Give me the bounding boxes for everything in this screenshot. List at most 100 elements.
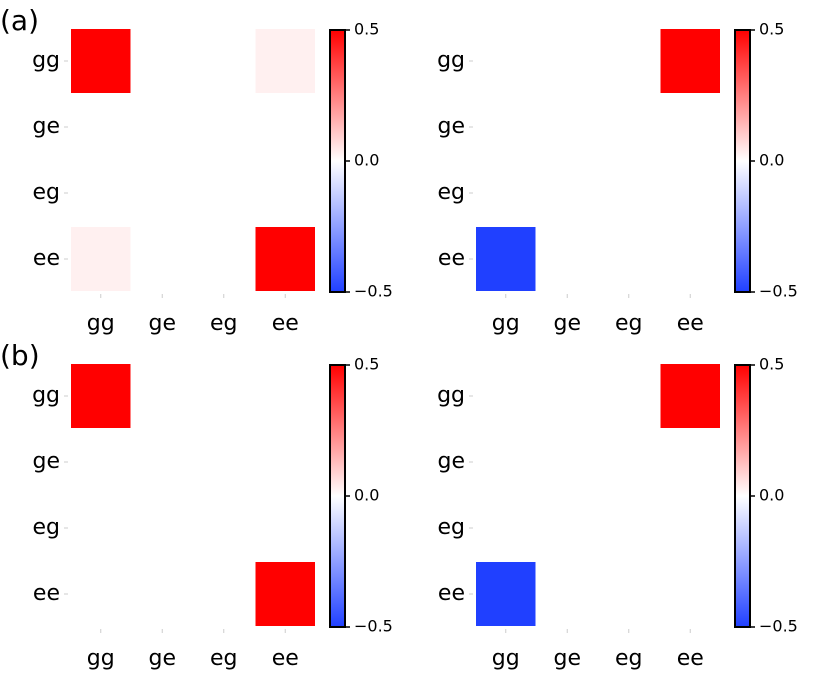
cell <box>255 29 315 93</box>
x-tick-label: eg <box>615 646 643 671</box>
cell <box>71 496 131 560</box>
cell <box>255 430 315 494</box>
cell <box>660 562 720 626</box>
cell <box>660 95 720 159</box>
cell <box>599 227 659 291</box>
cell <box>660 364 720 428</box>
y-tick-label: eg <box>438 180 466 205</box>
cell <box>255 161 315 225</box>
cell <box>194 29 254 93</box>
cell <box>476 29 536 93</box>
cell <box>194 562 254 626</box>
cell <box>194 227 254 291</box>
x-tick-label: gg <box>492 646 520 671</box>
panel-label: (b) <box>0 339 40 372</box>
cell <box>255 496 315 560</box>
x-tick-label: eg <box>615 311 643 336</box>
x-tick-label: ee <box>272 646 299 671</box>
cell <box>476 562 536 626</box>
cell <box>71 95 131 159</box>
cell <box>537 161 597 225</box>
cell <box>476 227 536 291</box>
x-tick-label: eg <box>210 311 238 336</box>
colorbar <box>329 29 346 293</box>
cell <box>194 430 254 494</box>
colorbar <box>734 29 751 293</box>
colorbar-tick-label: 0.0 <box>759 151 784 170</box>
cell <box>255 95 315 159</box>
x-tick-label: ge <box>554 311 582 336</box>
colorbar-tick-label: 0.0 <box>354 486 379 505</box>
cell <box>599 430 659 494</box>
cell <box>537 430 597 494</box>
panel-label: (a) <box>0 4 39 37</box>
cell <box>194 161 254 225</box>
cell <box>71 430 131 494</box>
colorbar <box>734 364 751 628</box>
cell <box>476 161 536 225</box>
colorbar-tick-label: 0.0 <box>354 151 379 170</box>
y-tick-label: eg <box>33 180 61 205</box>
cell <box>599 496 659 560</box>
cell <box>599 562 659 626</box>
y-tick-label: ge <box>33 114 61 139</box>
y-tick-label: gg <box>437 48 465 73</box>
cell <box>132 95 192 159</box>
cell <box>660 430 720 494</box>
x-tick-label: eg <box>210 646 238 671</box>
y-tick-label: ee <box>438 581 465 606</box>
y-tick-label: ge <box>438 114 466 139</box>
cell <box>537 95 597 159</box>
cell <box>599 95 659 159</box>
cell <box>132 430 192 494</box>
cell <box>132 562 192 626</box>
x-tick-label: ge <box>149 646 177 671</box>
cell <box>194 364 254 428</box>
cell <box>599 364 659 428</box>
colorbar-tick-label: −0.5 <box>759 282 798 301</box>
colorbar-tick-label: −0.5 <box>354 282 393 301</box>
cell <box>476 430 536 494</box>
colorbar-tick-label: 0.5 <box>354 20 379 39</box>
cell <box>660 496 720 560</box>
cell <box>132 29 192 93</box>
y-tick-label: ee <box>33 246 60 271</box>
colorbar-tick-label: 0.5 <box>759 20 784 39</box>
y-tick-label: ge <box>438 449 466 474</box>
colorbar-tick-label: 0.5 <box>759 355 784 374</box>
cell <box>660 29 720 93</box>
cell <box>660 161 720 225</box>
cell <box>132 496 192 560</box>
y-tick-label: gg <box>32 383 60 408</box>
cell <box>71 227 131 291</box>
cell <box>537 364 597 428</box>
cell <box>71 161 131 225</box>
y-tick-label: gg <box>437 383 465 408</box>
cell <box>537 496 597 560</box>
x-tick-label: ee <box>272 311 299 336</box>
cell <box>132 227 192 291</box>
colorbar-tick-label: 0.0 <box>759 486 784 505</box>
colorbar-tick-label: −0.5 <box>354 617 393 636</box>
y-tick-label: eg <box>33 515 61 540</box>
x-tick-label: ge <box>149 311 177 336</box>
cell <box>132 364 192 428</box>
cell <box>476 496 536 560</box>
x-tick-label: gg <box>87 311 115 336</box>
cell <box>194 95 254 159</box>
cell <box>255 227 315 291</box>
y-tick-label: ee <box>438 246 465 271</box>
cell <box>71 29 131 93</box>
y-tick-label: gg <box>32 48 60 73</box>
colorbar-tick-label: 0.5 <box>354 355 379 374</box>
x-tick-label: ge <box>554 646 582 671</box>
x-tick-label: ee <box>677 311 704 336</box>
cell <box>255 364 315 428</box>
colorbar-tick-label: −0.5 <box>759 617 798 636</box>
cell <box>132 161 192 225</box>
colorbar <box>329 364 346 628</box>
y-tick-label: ee <box>33 581 60 606</box>
cell <box>537 227 597 291</box>
